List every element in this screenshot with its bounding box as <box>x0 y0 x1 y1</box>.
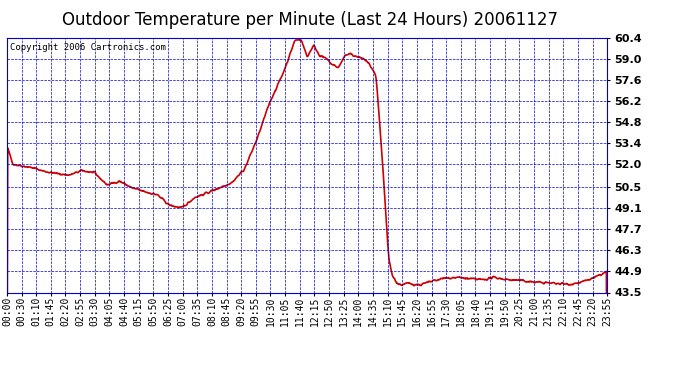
Text: Copyright 2006 Cartronics.com: Copyright 2006 Cartronics.com <box>10 43 166 52</box>
Text: Outdoor Temperature per Minute (Last 24 Hours) 20061127: Outdoor Temperature per Minute (Last 24 … <box>63 11 558 29</box>
